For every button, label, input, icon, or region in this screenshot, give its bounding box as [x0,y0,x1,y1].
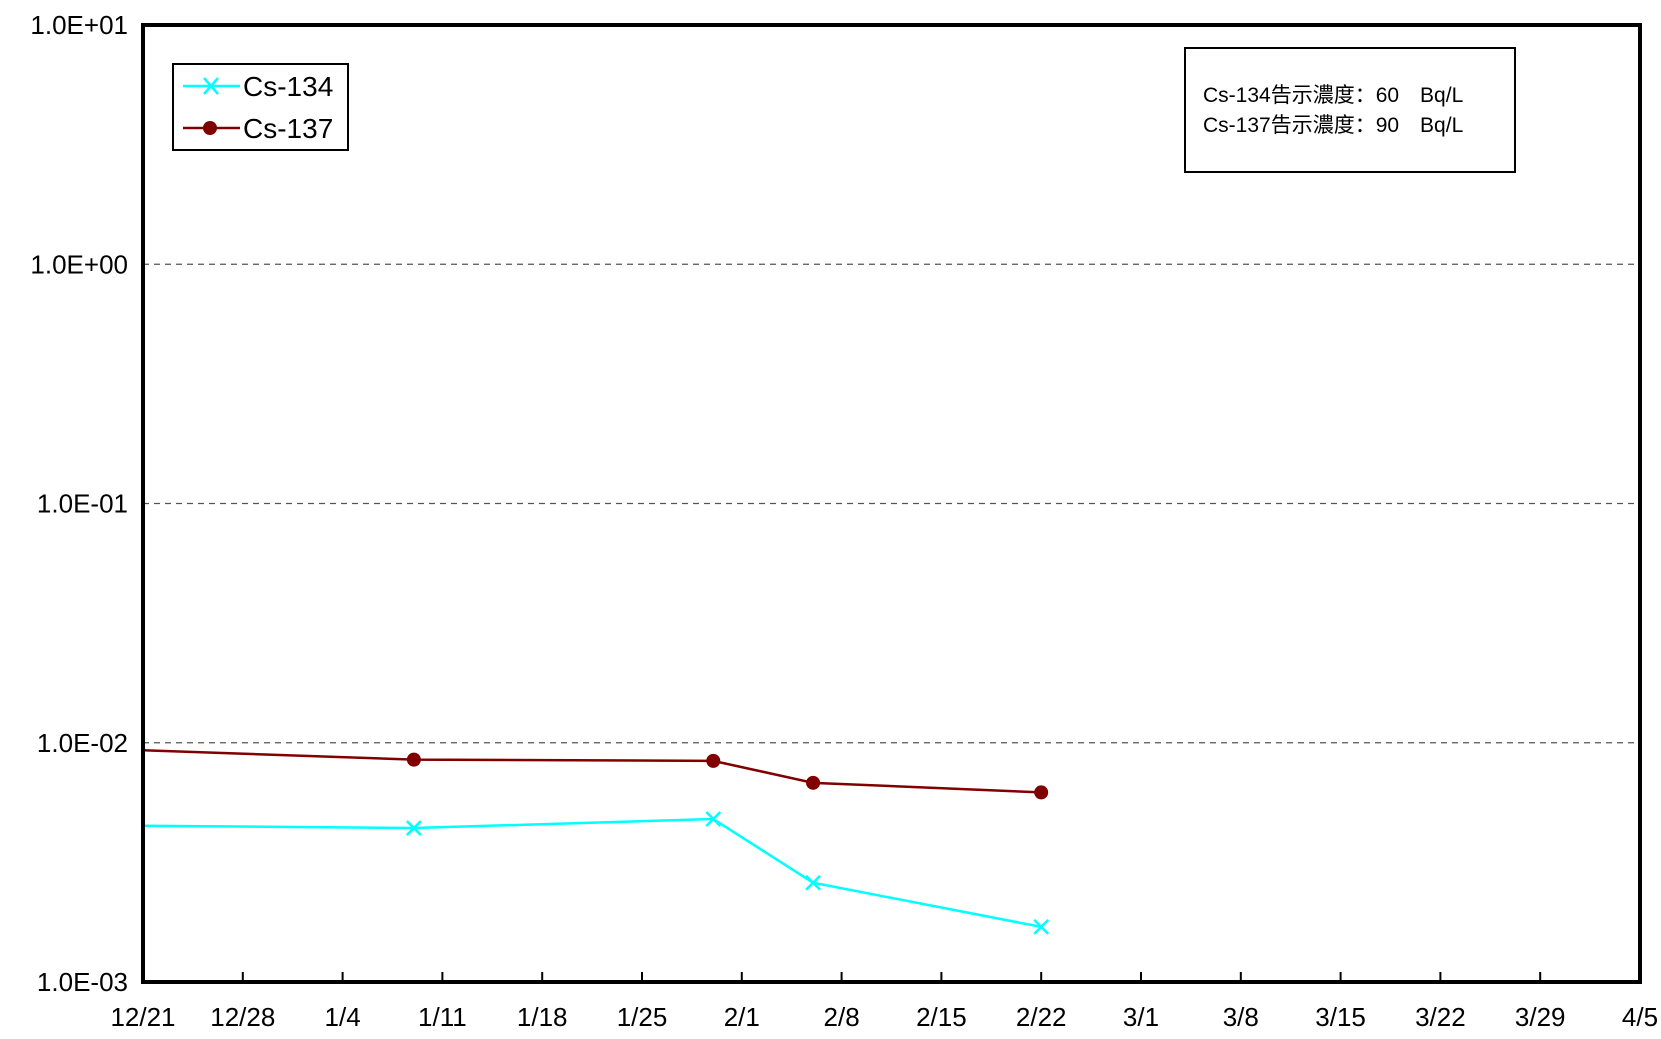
data-point-cs134 [1033,918,1050,935]
data-point-cs137 [1034,785,1049,800]
annotation-line-cs134: Cs-134告示濃度：60 Bq/L [1203,84,1463,107]
plot-frame [141,23,1642,984]
series-line-cs134 [142,817,1042,929]
y-tick-label: 1.0E+01 [30,10,128,40]
x-tick-label: 4/5 [1622,1002,1658,1032]
x-tick-label: 2/22 [1016,1002,1067,1032]
annotation-box: Cs-134告示濃度：60 Bq/L Cs-137告示濃度：90 Bq/L [1184,47,1516,173]
y-tick-label: 1.0E-01 [37,489,128,519]
x-tick-label: 3/29 [1515,1002,1566,1032]
annotation-line-cs137: Cs-137告示濃度：90 Bq/L [1203,114,1463,137]
data-point-cs134 [705,811,722,827]
data-point-cs134 [805,874,821,891]
legend-item-cs134: Cs-134 [183,71,333,102]
legend: Cs-134 Cs-137 [172,63,349,151]
x-tick-label: 12/21 [110,1002,175,1032]
x-tick-label: 3/15 [1315,1002,1366,1032]
x-tick-label: 1/4 [325,1002,361,1032]
legend-label-cs134: Cs-134 [243,71,333,102]
data-point-cs137 [406,752,421,767]
x-axis: 12/21 12/28 1/4 1/11 1/18 1/25 2/1 2/8 2/15 2/22 3… [110,972,1658,1032]
y-tick-label: 1.0E+00 [30,249,128,279]
y-axis: 1.0E-03 1.0E-02 1.0E-01 1.0E+00 1.0E+01 [30,10,128,997]
data-point-cs137 [706,753,721,768]
legend-marker-cs134 [203,77,219,95]
x-tick-label: 1/25 [617,1002,668,1032]
series-layer [142,749,1050,935]
data-point-cs137 [806,775,821,790]
y-tick-label: 1.0E-03 [37,967,128,997]
x-tick-label: 2/1 [724,1002,760,1032]
x-tick-label: 3/8 [1223,1002,1259,1032]
x-tick-label: 3/1 [1123,1002,1159,1032]
x-tick-label: 1/18 [517,1002,568,1032]
x-tick-label: 1/11 [418,1002,467,1032]
x-tick-label: 3/22 [1415,1002,1466,1032]
x-tick-label: 12/28 [210,1002,275,1032]
grid-lines [143,263,1640,744]
legend-marker-cs137 [203,121,217,135]
y-tick-label: 1.0E-02 [37,728,128,758]
x-tick-label: 2/8 [824,1002,860,1032]
legend-item-cs137: Cs-137 [183,113,333,144]
legend-box [172,63,349,151]
legend-label-cs137: Cs-137 [243,113,333,144]
x-tick-label: 2/15 [916,1002,967,1032]
data-point-cs134 [406,820,422,836]
annotation-frame [1184,47,1516,173]
series-line-cs137 [142,749,1042,794]
